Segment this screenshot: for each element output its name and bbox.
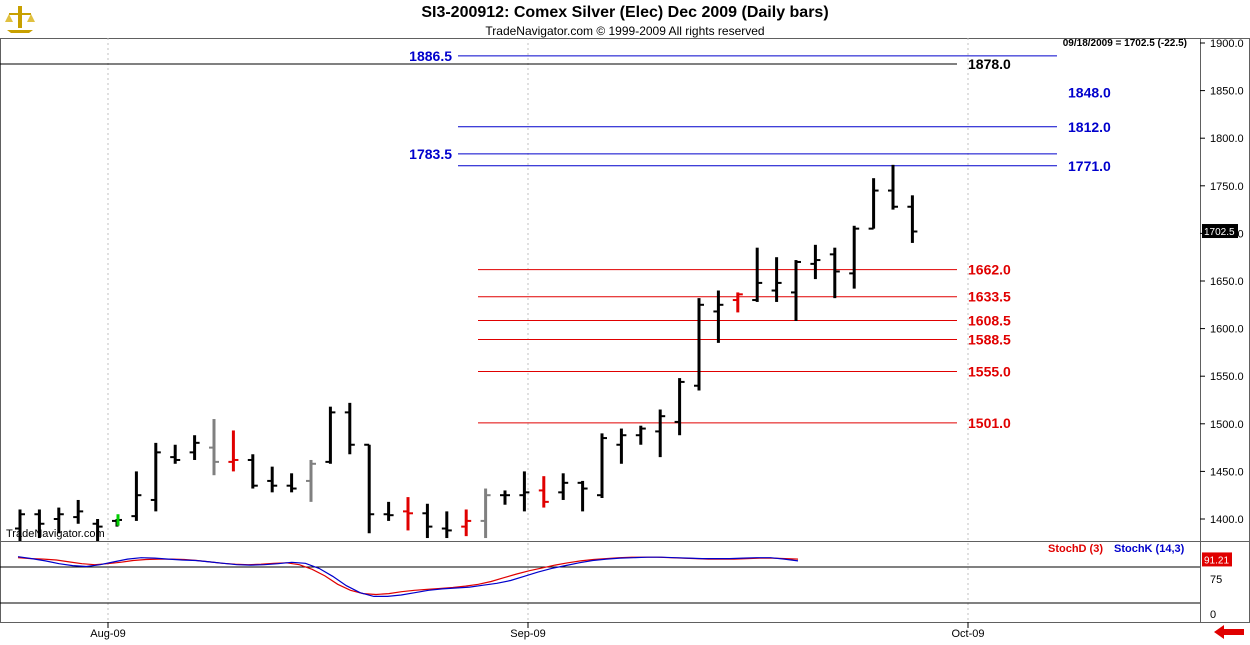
ohlc-bar [791, 260, 801, 321]
stochd-line [17, 556, 799, 596]
ohlc-bar [228, 430, 239, 472]
level-label: 1878.0 [968, 56, 1011, 72]
ohlc-bar [344, 402, 355, 455]
ohlc-bar [267, 466, 278, 493]
stochastic-panel: 75 0 91.21 [0, 552, 1232, 621]
last-price-info: 09/18/2009 = 1702.5 (-22.5) [1062, 38, 1187, 49]
stoch-readout-label: 91.21 [1204, 555, 1229, 566]
level-label: 1783.5 [409, 146, 452, 162]
last-value-box [1202, 224, 1238, 239]
chart-title: SI3-200912: Comex Silver (Elec) Dec 2009… [421, 4, 829, 21]
ohlc-bar [500, 490, 510, 505]
y-tick-label: 1450.0 [1210, 466, 1244, 478]
y-tick-label: 1550.0 [1210, 371, 1244, 383]
stoch-tick-label: 75 [1210, 574, 1222, 586]
ohlc-bar [519, 471, 530, 512]
ohlc-bar [771, 257, 782, 302]
ohlc-bar [286, 473, 297, 493]
ohlc-bar [558, 473, 569, 500]
ohlc-bar [364, 443, 375, 534]
ohlc-bar [189, 435, 200, 460]
y-tick-label: 1850.0 [1210, 86, 1244, 98]
stoch-tick-label: 0 [1210, 609, 1216, 621]
level-label: 1886.5 [409, 48, 452, 64]
ohlc-bar [732, 292, 743, 313]
level-label: 1588.5 [968, 332, 1011, 348]
level-label: 1771.0 [1068, 158, 1111, 174]
watermark: TradeNavigator.com [6, 528, 105, 540]
ohlc-bar [752, 247, 763, 302]
x-tick-label: Oct-09 [951, 628, 984, 640]
y-tick-label: 1900.0 [1210, 38, 1244, 50]
ohlc-bar [655, 409, 666, 458]
ohlc-bar [868, 178, 879, 230]
x-tick-label: Aug-09 [90, 628, 125, 640]
ohlc-bar [247, 454, 258, 489]
level-label: 1608.5 [968, 313, 1011, 329]
ohlc-bar [577, 480, 588, 512]
ohlc-bar [15, 509, 25, 541]
ohlc-bar [306, 459, 316, 502]
ohlc-bar [131, 471, 142, 521]
legend-stochd: StochD (3) [1048, 543, 1103, 555]
ohlc-bar [325, 406, 336, 464]
ohlc-bar [829, 247, 840, 299]
ohlc-bar [73, 499, 84, 524]
y-tick-label: 1400.0 [1210, 514, 1244, 526]
last-value-label: 1702.5 [1204, 227, 1235, 238]
level-label: 1555.0 [968, 363, 1011, 379]
ohlc-bar [674, 378, 685, 436]
ohlc-bar [713, 290, 724, 343]
scroll-left-arrow-icon[interactable] [1212, 624, 1246, 640]
chart-frame [0, 38, 1250, 623]
y-tick-label: 1500.0 [1210, 419, 1244, 431]
ohlc-bar [209, 419, 219, 476]
ohlc-bar [403, 497, 413, 531]
y-tick-label: 1750.0 [1210, 181, 1244, 193]
stochk-line [17, 556, 799, 598]
ohlc-bar [92, 519, 103, 541]
price-bars [15, 164, 918, 541]
level-label: 1662.0 [968, 262, 1011, 278]
price-axis: 1900.01850.01800.01750.01700.01650.01600… [1200, 38, 1244, 526]
level-label: 1501.0 [968, 415, 1011, 431]
level-label: 1848.0 [1068, 85, 1111, 101]
ohlc-bar [635, 425, 646, 445]
ohlc-bar [538, 476, 549, 508]
y-tick-label: 1800.0 [1210, 133, 1244, 145]
ohlc-bar [849, 225, 860, 289]
ohlc-bar [480, 488, 491, 539]
ohlc-bar [383, 501, 394, 521]
x-tick-label: Sep-09 [510, 628, 545, 640]
ohlc-bar [150, 442, 161, 512]
ohlc-bar [597, 433, 607, 499]
level-label: 1812.0 [1068, 119, 1111, 135]
tradenavigator-logo-icon [3, 4, 37, 34]
ohlc-bar [616, 428, 627, 464]
ohlc-bar [170, 444, 181, 464]
chart-copyright: TradeNavigator.com © 1999-2009 All right… [485, 24, 765, 38]
time-axis: Aug-09 Sep-09 Oct-09 [90, 622, 985, 640]
chart-grid [0, 38, 1250, 623]
ohlc-bar [694, 298, 704, 391]
ohlc-bar [461, 509, 472, 537]
stoch-readout-box [1202, 552, 1232, 567]
ohlc-bar [888, 164, 898, 210]
legend-stochk: StochK (14,3) [1114, 543, 1185, 555]
ohlc-bar [34, 509, 45, 539]
y-tick-label: 1600.0 [1210, 324, 1244, 336]
ohlc-bar [422, 503, 433, 539]
ohlc-bar [907, 195, 918, 243]
ohlc-bar [441, 511, 452, 539]
ohlc-bar [53, 507, 64, 534]
level-label: 1633.5 [968, 289, 1011, 305]
price-levels: 1886.5 1878.0 1848.0 1812.0 1783.5 1771.0 1662… [0, 48, 1111, 431]
ohlc-bar [810, 244, 821, 280]
y-tick-label: 1650.0 [1210, 276, 1244, 288]
